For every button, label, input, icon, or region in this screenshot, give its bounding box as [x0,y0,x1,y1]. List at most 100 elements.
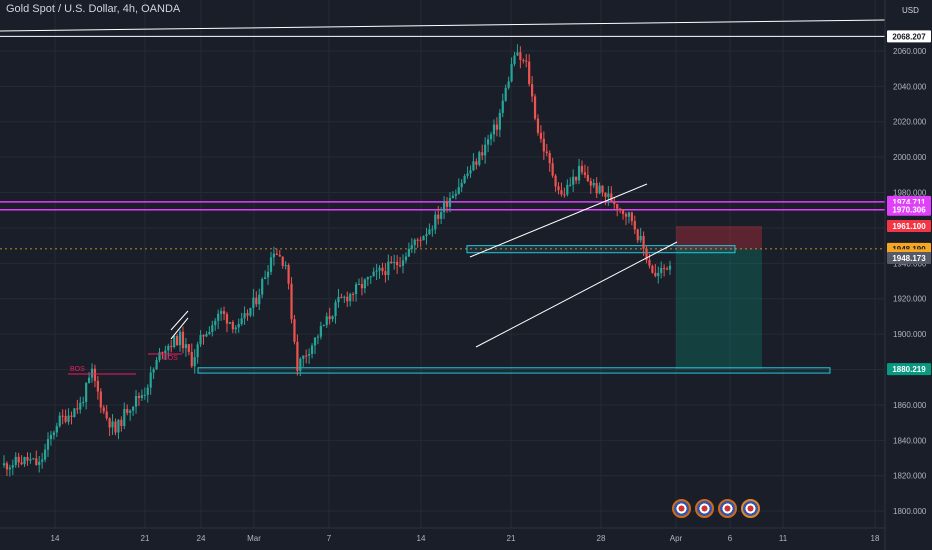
candle-body [545,151,548,154]
candle-body [123,408,126,427]
candle-body [501,100,504,113]
trend-line [475,241,678,348]
candle-body [108,418,111,428]
candle-body [592,183,595,186]
candle-body [246,313,249,316]
candle-body [346,296,349,302]
candle-body [46,439,50,450]
us-flag-icon[interactable] [718,499,737,518]
candle-body [161,352,164,354]
candle-body [340,296,343,298]
candle-body [155,360,158,370]
candle-body [296,341,299,371]
candle-body [445,201,449,207]
candle-body [498,112,501,130]
candle-body [61,415,64,417]
candle-body [525,60,528,62]
candle-body [489,134,493,140]
x-tick-label: 18 [871,534,880,543]
candle-body [393,261,396,264]
candles [2,44,672,477]
candle-body [651,265,654,273]
candle-body [111,421,114,428]
candle-body [407,248,410,257]
candle-body [481,152,484,156]
us-flag-icon[interactable] [741,499,760,518]
candle-body [143,394,146,396]
horizontal-lines [0,201,885,250]
candle-body [102,407,105,412]
candle-body [328,316,331,320]
candle-body [645,248,648,261]
candle-body [613,201,616,205]
candle-body [313,337,317,346]
candle-body [117,419,120,433]
price-label-bg [887,252,931,265]
candle-body [293,319,296,342]
candle-body [5,463,9,470]
candle-body [275,253,278,255]
x-tick-label: 14 [51,534,60,543]
candle-body [70,415,73,417]
candle-body [17,456,20,463]
candle-body [278,254,281,257]
candle-body [627,212,631,217]
y-tick-label: 1920.000 [893,295,927,304]
candle-body [234,327,237,330]
candle-body [580,165,584,173]
price-label: 1948.173 [892,254,926,263]
candle-body [486,139,490,145]
candle-body [349,293,352,302]
y-tick-label: 2020.000 [893,118,927,127]
price-label: 1974.711 [893,198,926,207]
trend-line [469,183,648,258]
candle-body [205,334,208,337]
candle-body [372,271,375,277]
candle-body [451,195,454,199]
candle-body [390,261,393,264]
candle-body [243,313,246,319]
candle-body [401,260,405,266]
y-tick-label: 1820.000 [893,472,927,481]
candle-body [32,458,35,460]
candle-body [548,153,551,164]
candle-body [255,297,258,305]
candle-body [319,326,322,337]
candle-body [231,322,234,330]
candle-body [419,239,422,241]
y-tick-label: 1980.000 [893,189,927,198]
candle-body [99,391,102,408]
price-label-bg [887,219,931,232]
candle-body [67,415,70,422]
candle-body [214,320,217,326]
candle-body [366,277,369,280]
candle-body [266,271,270,278]
candle-body [302,355,305,359]
candle-body [387,261,390,276]
candle-body [437,214,440,219]
candle-body [252,297,255,308]
candle-body [199,335,202,345]
candle-body [170,345,173,347]
candle-body [654,272,657,277]
candle-body [222,311,226,315]
us-flag-icon[interactable] [695,499,714,518]
support-box [197,367,831,374]
candle-body [308,353,311,356]
us-flag-icon[interactable] [672,499,691,518]
candle-body [601,185,604,193]
candle-body [167,345,170,351]
candle-body [164,350,167,354]
y-tick-label: 2000.000 [893,153,927,162]
candle-body [272,253,276,258]
candle-body [134,395,138,407]
x-tick-label: 6 [728,534,733,543]
candle-body [181,331,185,349]
candle-body [52,432,55,436]
candle-body [448,198,452,207]
candle-body [299,358,302,371]
candle-body [93,368,97,381]
candle-body [287,265,290,284]
